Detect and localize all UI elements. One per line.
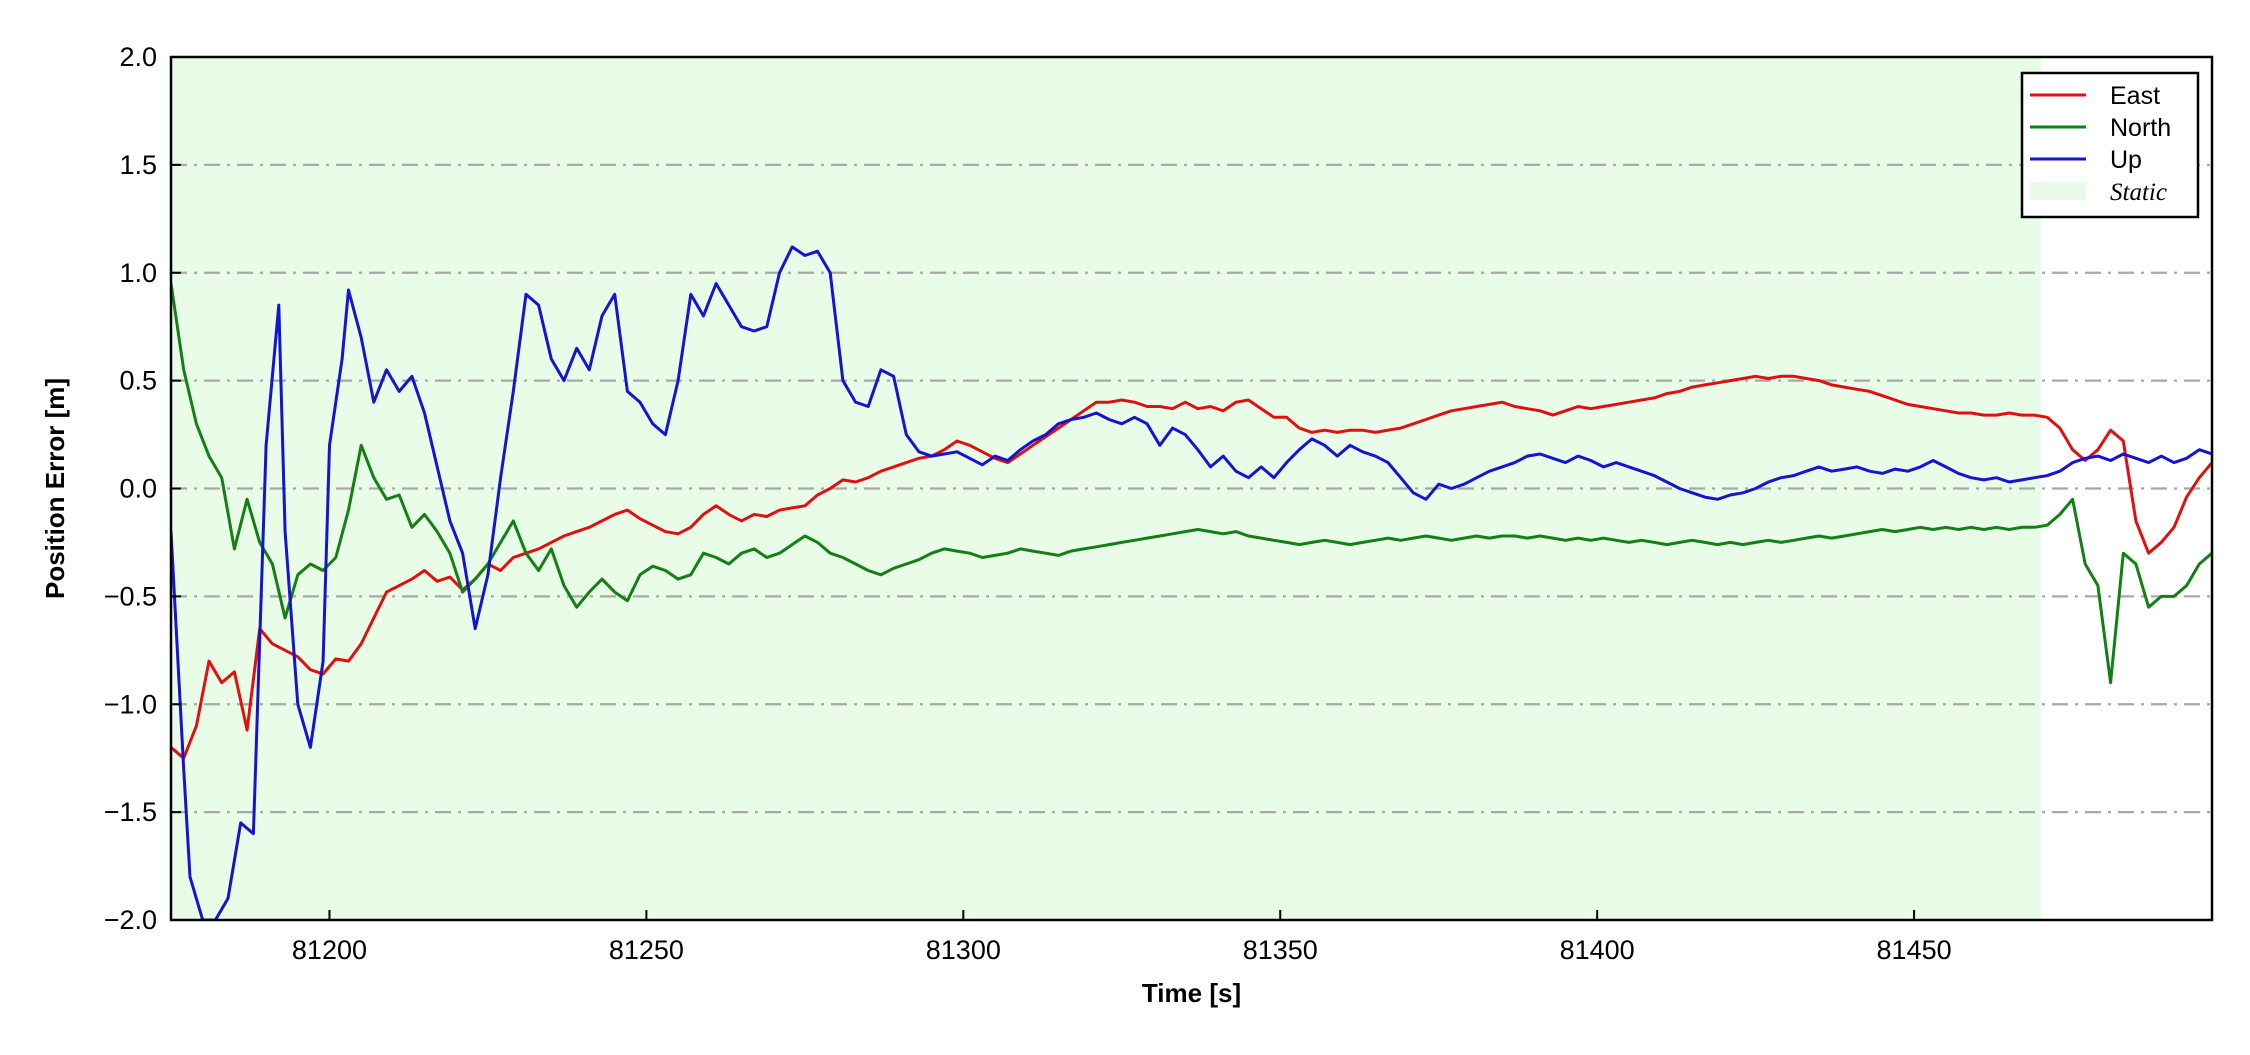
y-tick-label: 1.5	[119, 150, 157, 180]
y-tick-label: −2.0	[104, 905, 157, 935]
x-tick-label: 81250	[609, 935, 684, 965]
y-tick-label: −1.0	[104, 689, 157, 719]
y-tick-label: −1.5	[104, 797, 157, 827]
legend: East North Up Static	[2020, 71, 2200, 219]
series-line-north	[171, 283, 2212, 685]
x-tick-label: 81400	[1560, 935, 1635, 965]
x-tick-label: 81350	[1243, 935, 1318, 965]
x-tick-label: 81450	[1877, 935, 1952, 965]
legend-label-up: Up	[2110, 146, 2142, 174]
legend-label-east: East	[2110, 82, 2160, 110]
y-tick-label: 2.0	[119, 42, 157, 72]
y-tick-label: 0.5	[119, 366, 157, 396]
grid-layer	[171, 163, 2212, 814]
ticks-layer: 81200 81250 81300 81350 81400 81450 −2.0 −1.5 −1…	[104, 42, 1952, 965]
legend-label-static: Static	[2110, 179, 2167, 206]
legend-label-north: North	[2110, 114, 2171, 142]
series-line-east	[171, 374, 2212, 760]
x-axis-title: Time [s]	[1142, 978, 1241, 1008]
y-tick-label: 1.0	[119, 258, 157, 288]
y-axis-title: Position Error [m]	[40, 378, 70, 599]
y-tick-label: −0.5	[104, 581, 157, 611]
x-tick-label: 81200	[292, 935, 367, 965]
y-tick-label: 0.0	[119, 474, 157, 504]
series-layer	[171, 245, 2212, 920]
x-tick-label: 81300	[926, 935, 1001, 965]
legend-swatch-static	[2030, 182, 2086, 200]
series-line-up	[171, 245, 2212, 920]
